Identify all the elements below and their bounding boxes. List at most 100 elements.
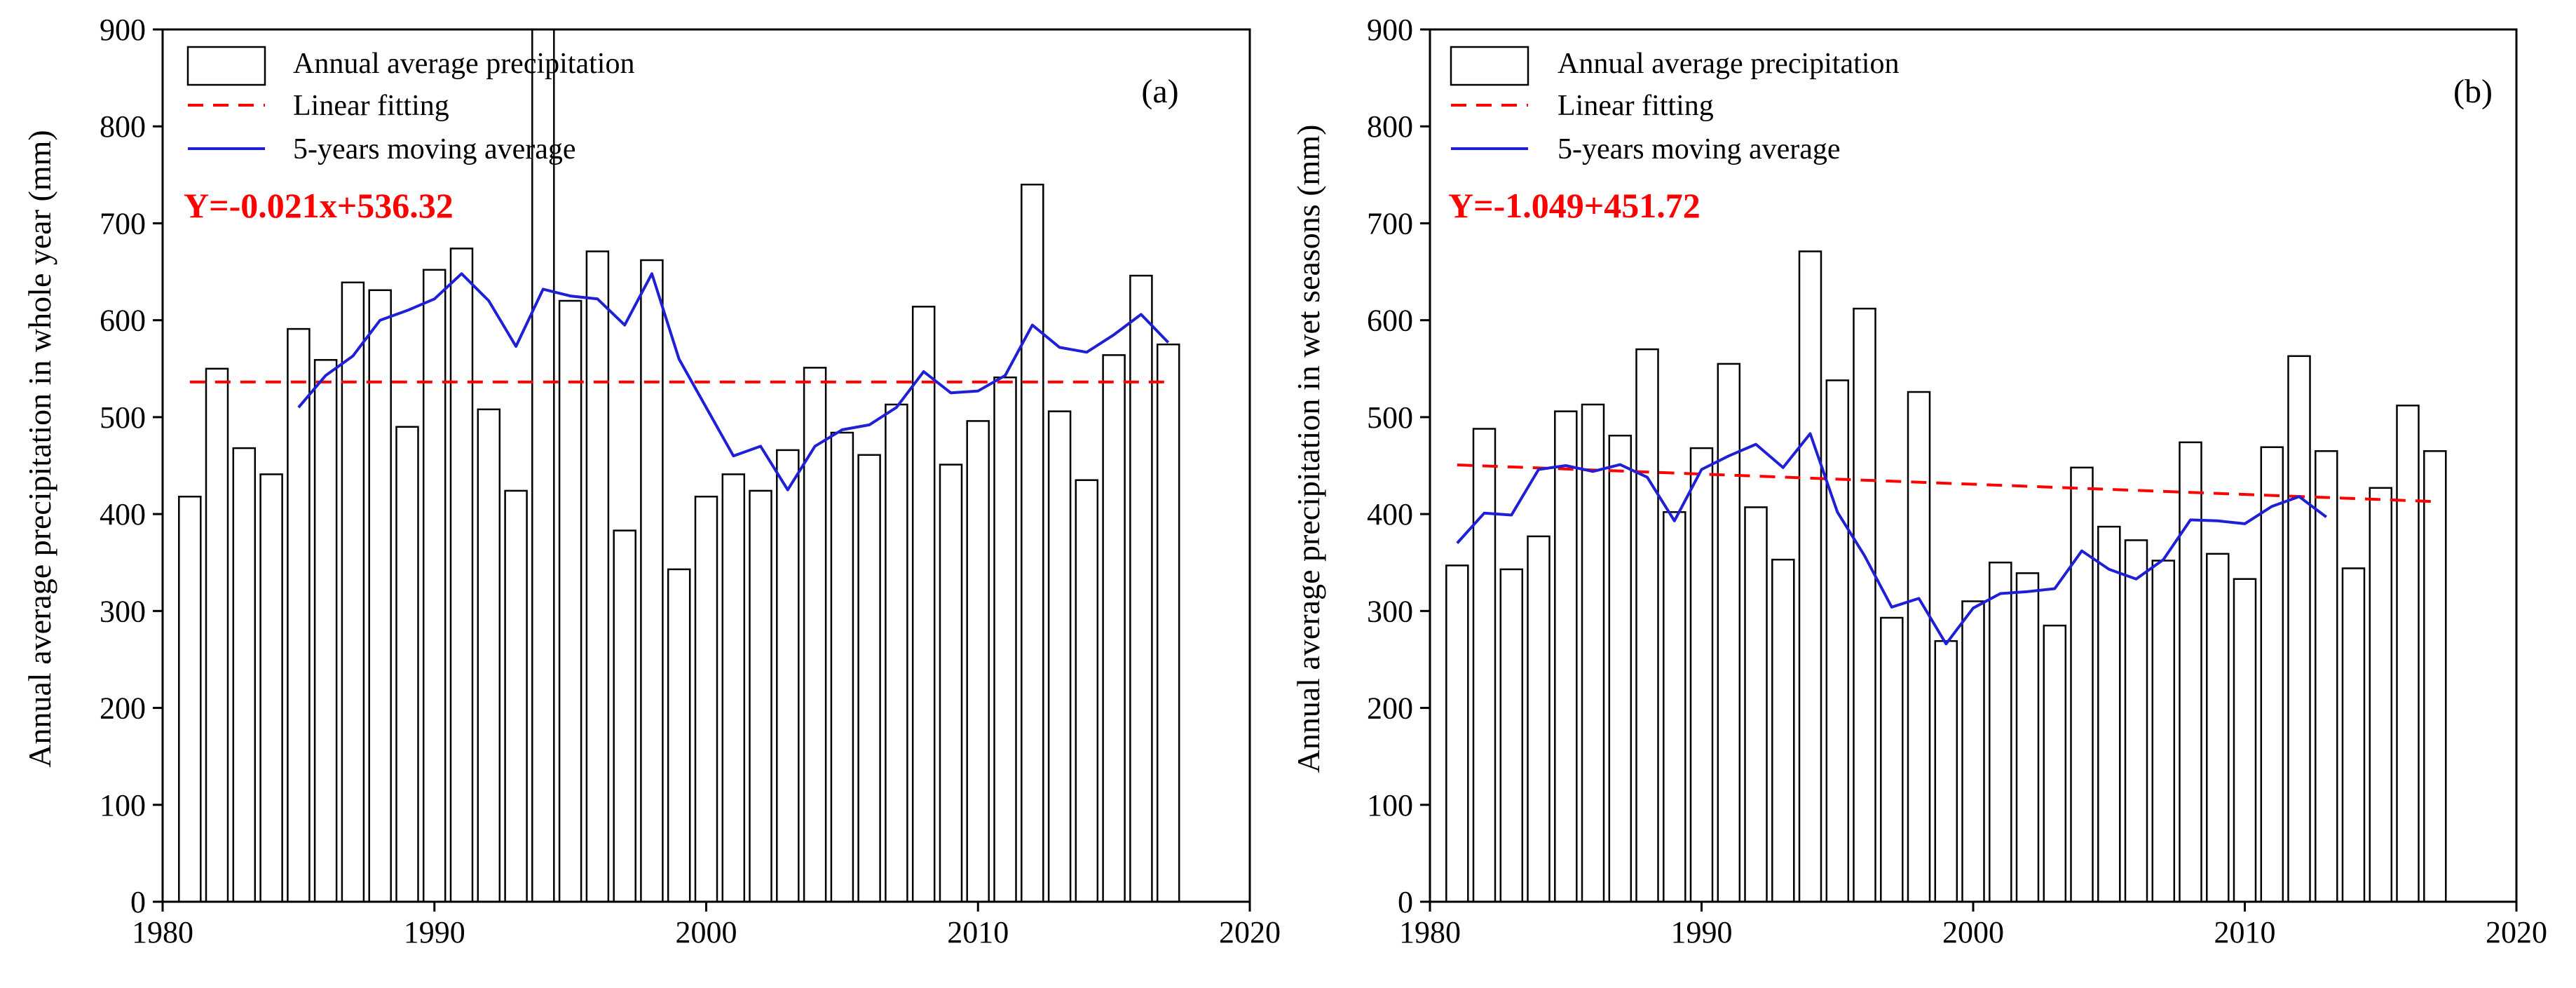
bar-a-2008	[911, 306, 936, 903]
bar-b-1983	[1499, 568, 1524, 903]
bar-b-2003	[2043, 624, 2067, 903]
x-tick-label-b: 1990	[1671, 915, 1733, 949]
bar-a-1988	[368, 289, 392, 903]
bar-a-1992	[477, 408, 501, 903]
ticks-b: 0 100 200 300 400 500 600 700 800 900 1980 1990 2000…	[1367, 13, 2547, 949]
bar-b-2000	[1961, 600, 1985, 903]
x-tick-label-b: 2000	[1942, 915, 2004, 949]
bar-a-1997	[613, 529, 636, 903]
y-tick-label-b: 900	[1367, 13, 1413, 47]
equation-a: Y=-0.021x+536.32	[184, 186, 454, 225]
bar-b-2001	[1989, 561, 2012, 903]
y-tick-label-a: 400	[100, 497, 146, 532]
bar-b-1995	[1825, 379, 1850, 903]
bar-b-2008	[2179, 441, 2202, 903]
x-tick-label-b: 1980	[1399, 915, 1461, 949]
bar-b-1994	[1798, 250, 1822, 903]
x-tick-label-a: 2010	[947, 915, 1009, 949]
y-tick-label-b: 100	[1367, 788, 1413, 823]
linear-fit-line-b	[1457, 463, 2435, 503]
bar-b-1990	[1689, 447, 1714, 903]
bar-a-2014	[1075, 479, 1099, 903]
bar-a-1991	[449, 248, 474, 903]
equation-b: Y=-1.049+451.72	[1448, 186, 1701, 225]
panel-label-b: (b)	[2453, 73, 2493, 110]
y-tick-label-b: 800	[1367, 109, 1413, 144]
y-tick-label-b: 200	[1367, 691, 1413, 726]
bar-a-1986	[313, 359, 338, 903]
bar-b-1991	[1717, 363, 1741, 903]
y-tick-label-a: 600	[100, 304, 146, 338]
bar-b-2012	[2287, 355, 2311, 903]
bar-a-2001	[721, 473, 746, 903]
legend-b: Annual average precipitation Linear fitt…	[1450, 46, 1899, 165]
bar-b-2015	[2369, 487, 2393, 903]
y-tick-label-a: 700	[100, 206, 146, 241]
bar-b-1985	[1554, 410, 1578, 903]
legend-moving-label-a: 5-years moving average	[293, 133, 576, 165]
bar-b-2007	[2151, 560, 2176, 903]
bar-a-2012	[1021, 183, 1044, 903]
bar-a-2000	[694, 495, 718, 903]
bar-b-2013	[2315, 450, 2338, 903]
legend-moving-label-b: 5-years moving average	[1558, 133, 1841, 165]
bar-a-2009	[939, 463, 963, 903]
bar-b-2010	[2233, 578, 2257, 903]
bar-a-1990	[422, 269, 447, 903]
bar-a-1998	[640, 259, 664, 903]
bar-b-2005	[2097, 525, 2121, 903]
x-tick-label-a: 1990	[404, 915, 465, 949]
y-tick-label-b: 400	[1367, 497, 1413, 532]
bar-b-2006	[2124, 539, 2148, 903]
y-axis-label-a: Annual average precipitation in whole ye…	[22, 130, 57, 767]
bar-b-1996	[1853, 307, 1876, 903]
bar-b-1987	[1608, 434, 1633, 903]
panel-label-a: (a)	[1141, 73, 1178, 110]
bar-a-1987	[341, 281, 365, 903]
x-tick-label-b: 2020	[2486, 915, 2547, 949]
bar-b-1992	[1744, 506, 1768, 903]
legend-bar-swatch-a	[186, 46, 266, 86]
bar-b-1998	[1907, 391, 1931, 903]
y-tick-label-b: 0	[1398, 885, 1413, 919]
bar-a-2003	[776, 449, 800, 903]
bar-a-1982	[205, 367, 229, 903]
bar-b-1982	[1472, 428, 1497, 903]
bar-a-2002	[749, 489, 772, 903]
legend-a: Annual average precipitation Linear fitt…	[186, 46, 634, 165]
lines-b	[1456, 432, 2435, 646]
bar-b-2004	[2070, 466, 2094, 903]
legend-bar-label-b: Annual average precipitation	[1558, 48, 1899, 80]
bar-b-2002	[2015, 572, 2040, 903]
bar-b-1981	[1445, 564, 1469, 903]
y-axis-label-b: Annual average precipitation in wet seas…	[1290, 125, 1326, 773]
bar-b-2017	[2423, 450, 2447, 903]
y-tick-label-a: 0	[130, 885, 146, 919]
y-tick-label-b: 500	[1367, 400, 1413, 435]
bar-a-1989	[395, 426, 419, 903]
bar-a-1983	[232, 447, 257, 903]
ticks-a: 0 100 200 300 400 500 600 700 800 900 1980 1990 2000…	[100, 13, 1281, 949]
moving-average-line-a	[297, 272, 1170, 492]
bars-b	[1445, 250, 2447, 903]
bar-b-2011	[2260, 446, 2284, 903]
y-tick-label-a: 500	[100, 400, 146, 435]
x-tick-label-a: 2000	[676, 915, 737, 949]
bar-a-2017	[1156, 343, 1180, 903]
bar-a-1993	[504, 489, 528, 903]
legend-bar-swatch-b	[1450, 46, 1529, 86]
bar-a-1995	[558, 299, 582, 903]
bar-a-2010	[966, 420, 990, 903]
y-tick-label-b: 700	[1367, 206, 1413, 241]
lines-a	[189, 272, 1170, 492]
legend-bar-label-a: Annual average precipitation	[293, 48, 634, 80]
bar-b-1989	[1663, 511, 1686, 903]
moving-average-line-b	[1456, 432, 2328, 646]
bar-b-1986	[1581, 403, 1605, 903]
bar-b-1988	[1635, 348, 1659, 903]
x-tick-label-a: 2020	[1219, 915, 1281, 949]
bar-a-2015	[1102, 354, 1126, 903]
bar-a-2013	[1047, 410, 1072, 903]
bar-a-1981	[178, 495, 202, 903]
y-tick-label-a: 800	[100, 109, 146, 144]
